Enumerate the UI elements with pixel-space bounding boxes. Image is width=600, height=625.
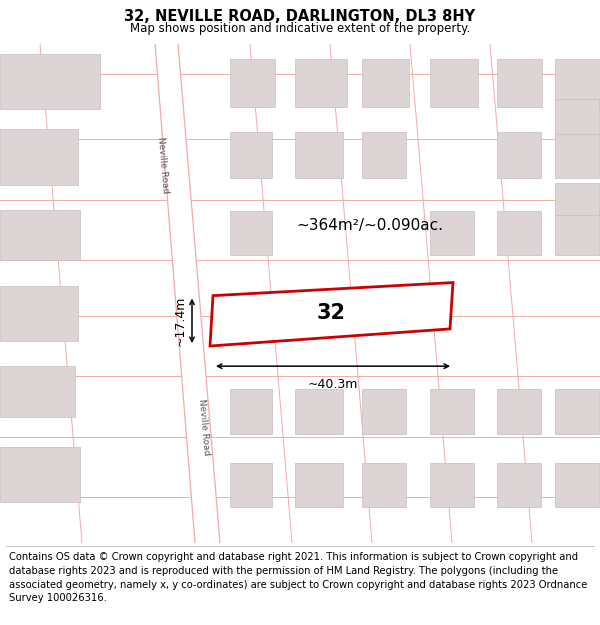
Text: ~40.3m: ~40.3m [308, 378, 358, 391]
Text: Neville Road: Neville Road [156, 136, 170, 193]
Bar [230, 389, 272, 434]
Bar [430, 211, 474, 256]
Bar [430, 389, 474, 434]
Bar [230, 59, 275, 108]
Bar [555, 182, 599, 215]
Bar [0, 210, 80, 261]
Bar [362, 132, 406, 178]
Bar [362, 389, 406, 434]
Bar [497, 132, 541, 178]
Text: Neville Road: Neville Road [197, 398, 211, 455]
Bar [555, 132, 599, 178]
Bar [0, 54, 100, 109]
Bar [295, 59, 347, 108]
Text: 32: 32 [317, 303, 346, 323]
Bar [497, 463, 541, 508]
Text: ~17.4m: ~17.4m [174, 296, 187, 346]
Bar [555, 389, 599, 434]
Bar [430, 463, 474, 508]
Text: Contains OS data © Crown copyright and database right 2021. This information is : Contains OS data © Crown copyright and d… [9, 552, 587, 603]
Bar [497, 389, 541, 434]
Bar [430, 59, 478, 108]
Bar [0, 366, 75, 416]
Bar [555, 463, 599, 508]
Text: 32, NEVILLE ROAD, DARLINGTON, DL3 8HY: 32, NEVILLE ROAD, DARLINGTON, DL3 8HY [124, 9, 476, 24]
Bar [0, 447, 80, 503]
Bar [497, 211, 541, 256]
Bar [497, 59, 542, 108]
Polygon shape [210, 282, 453, 346]
Bar [0, 286, 78, 341]
Bar [555, 211, 599, 256]
Bar [0, 129, 78, 185]
Bar [230, 132, 272, 178]
Bar [230, 211, 272, 256]
Bar [362, 463, 406, 508]
Bar [295, 389, 343, 434]
Bar [230, 463, 272, 508]
Bar [555, 99, 599, 134]
Text: ~364m²/~0.090ac.: ~364m²/~0.090ac. [296, 217, 443, 232]
Polygon shape [155, 44, 220, 542]
Bar [362, 59, 409, 108]
Bar [295, 463, 343, 508]
Bar [295, 132, 343, 178]
Bar [555, 59, 600, 108]
Text: Map shows position and indicative extent of the property.: Map shows position and indicative extent… [130, 22, 470, 35]
